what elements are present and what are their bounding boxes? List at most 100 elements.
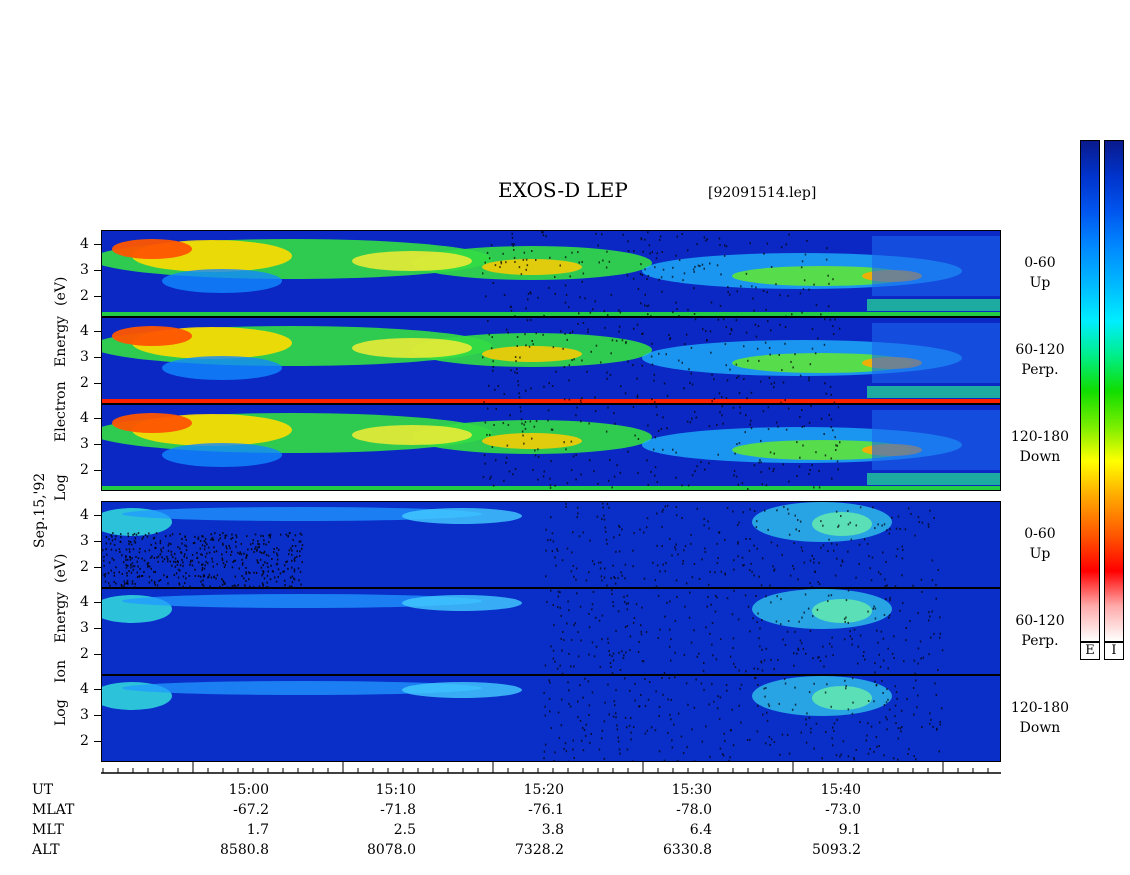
noise-speck <box>263 552 265 555</box>
noise-speck <box>830 393 832 396</box>
noise-speck <box>880 630 883 633</box>
low-energy-band <box>102 399 1000 403</box>
noise-speck <box>753 574 755 577</box>
pitch-direction: Up <box>1029 275 1051 291</box>
noise-speck <box>127 535 130 538</box>
noise-speck <box>580 473 582 476</box>
noise-speck <box>612 652 615 655</box>
noise-speck <box>278 548 280 551</box>
noise-speck <box>172 556 174 559</box>
noise-speck <box>907 507 910 510</box>
noise-speck <box>931 610 933 613</box>
noise-speck <box>661 510 664 513</box>
noise-speck <box>753 677 756 680</box>
spectrogram-ion-60-120 <box>101 588 1001 675</box>
noise-speck <box>941 649 944 652</box>
noise-speck <box>832 333 835 336</box>
noise-speck <box>759 627 761 630</box>
noise-speck <box>177 576 180 579</box>
noise-speck <box>646 278 648 280</box>
noise-speck <box>824 318 826 321</box>
noise-speck <box>572 455 575 458</box>
y-tick-label: 2 <box>80 462 89 478</box>
noise-speck <box>772 565 774 568</box>
noise-speck <box>910 512 912 515</box>
noise-speck <box>740 721 742 724</box>
noise-speck <box>221 583 224 586</box>
noise-speck <box>107 572 110 575</box>
noise-speck <box>558 736 561 739</box>
noise-speck <box>103 559 105 562</box>
noise-speck <box>505 461 507 464</box>
noise-speck <box>801 616 803 619</box>
pitch-angle-label: 120-180 Down <box>1005 427 1075 467</box>
noise-speck <box>201 583 204 586</box>
noise-speck <box>548 286 550 289</box>
noise-speck <box>830 457 832 460</box>
noise-speck <box>566 622 568 625</box>
noise-speck <box>568 689 570 692</box>
noise-speck <box>614 704 616 707</box>
noise-speck <box>488 257 491 260</box>
noise-speck <box>277 568 280 571</box>
noise-speck <box>102 549 104 552</box>
noise-speck <box>262 570 264 572</box>
noise-speck <box>702 328 704 331</box>
noise-speck <box>123 580 125 583</box>
noise-speck <box>725 684 728 686</box>
noise-speck <box>895 691 898 694</box>
noise-speck <box>921 726 923 728</box>
noise-speck <box>185 545 188 548</box>
noise-speck <box>825 258 828 261</box>
noise-speck <box>903 660 905 663</box>
noise-speck <box>690 641 693 644</box>
noise-speck <box>878 653 880 656</box>
noise-speck <box>176 560 179 563</box>
noise-speck <box>729 333 731 335</box>
noise-speck <box>703 236 706 239</box>
noise-speck <box>844 679 846 682</box>
noise-speck <box>248 578 250 581</box>
noise-speck <box>588 714 590 716</box>
noise-speck <box>271 570 274 573</box>
noise-speck <box>654 466 657 469</box>
noise-speck <box>908 748 910 751</box>
noise-speck <box>202 584 205 587</box>
noise-speck <box>808 473 810 476</box>
noise-speck <box>814 352 817 355</box>
noise-speck <box>615 629 617 632</box>
noise-speck <box>204 538 207 541</box>
noise-speck <box>607 641 610 644</box>
mlat-row-label: MLAT <box>32 802 75 818</box>
noise-speck <box>565 502 567 505</box>
noise-speck <box>837 468 839 471</box>
noise-speck <box>143 571 145 573</box>
noise-speck <box>109 542 112 545</box>
noise-speck <box>524 421 527 424</box>
noise-speck <box>743 378 745 380</box>
noise-speck <box>669 537 671 540</box>
noise-speck <box>787 407 790 410</box>
noise-speck <box>666 504 669 507</box>
noise-speck <box>684 343 686 346</box>
noise-speck <box>621 339 624 342</box>
noise-speck <box>638 705 640 708</box>
noise-speck <box>643 531 645 534</box>
noise-speck <box>678 259 681 262</box>
noise-speck <box>929 615 931 618</box>
noise-speck <box>627 250 630 252</box>
noise-speck <box>757 612 759 615</box>
noise-speck <box>933 632 935 635</box>
noise-speck <box>655 690 657 693</box>
noise-speck <box>698 578 701 580</box>
noise-speck <box>162 560 164 563</box>
y-tick <box>94 470 101 471</box>
noise-speck <box>615 550 617 553</box>
noise-speck <box>733 589 735 592</box>
noise-speck <box>873 750 875 753</box>
noise-speck <box>213 575 215 578</box>
noise-speck <box>108 561 111 564</box>
noise-speck <box>811 328 814 330</box>
noise-speck <box>769 744 771 746</box>
noise-speck <box>279 533 282 536</box>
